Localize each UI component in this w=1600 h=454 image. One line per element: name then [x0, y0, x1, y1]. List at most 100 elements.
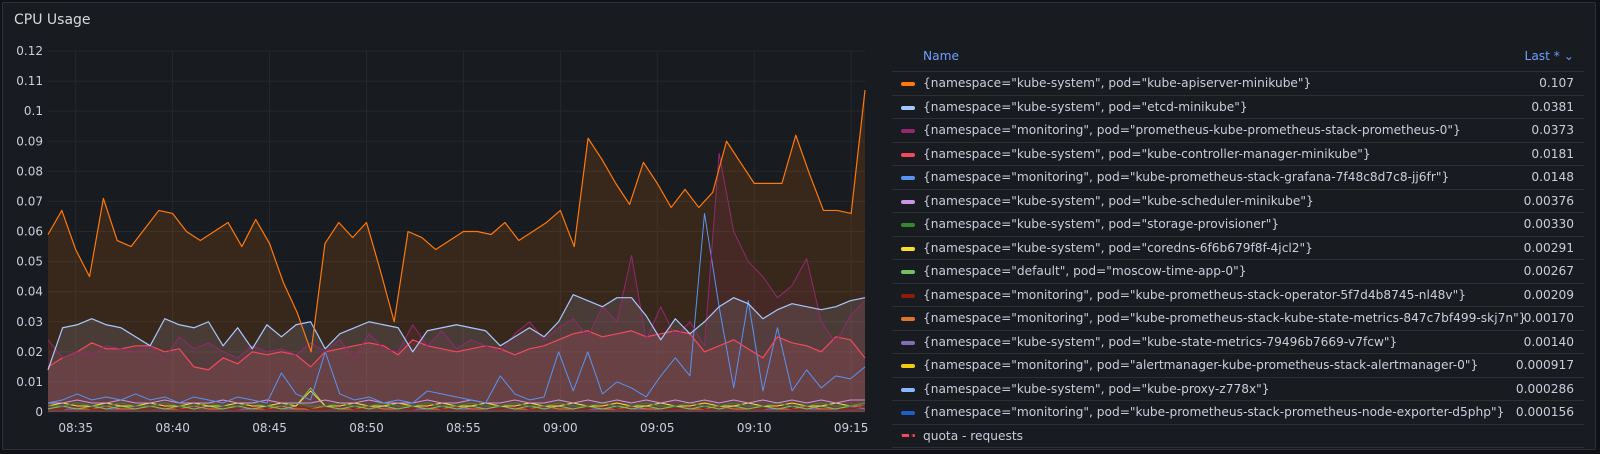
y-tick-label: 0.03	[16, 315, 43, 329]
legend-row[interactable]: quota - requests	[892, 425, 1584, 448]
legend-color-swatch	[901, 152, 915, 157]
legend-series-name[interactable]: {namespace="monitoring", pod="prometheus…	[923, 123, 1461, 137]
legend-series-last-value: 0.00209	[1523, 287, 1574, 302]
legend-color-swatch	[901, 82, 915, 86]
legend-series-name[interactable]: {namespace="kube-system", pod="kube-stat…	[923, 334, 1398, 349]
legend-series-last-value: 0.000286	[1515, 381, 1574, 396]
legend-series-last-value: 0.00170	[1523, 311, 1574, 325]
legend-color-swatch	[901, 433, 915, 437]
legend-series-name[interactable]: {namespace="monitoring", pod="kube-prome…	[923, 170, 1450, 184]
legend-color-swatch	[901, 340, 915, 345]
legend-series-last-value: 0.0381	[1531, 99, 1574, 114]
legend-series-last-value: 0.00291	[1523, 240, 1574, 255]
legend-row[interactable]: {namespace="monitoring", pod="kube-prome…	[892, 166, 1584, 190]
legend-row[interactable]: {namespace="kube-system", pod="etcd-mini…	[892, 96, 1584, 119]
x-tick-label: 09:05	[640, 421, 675, 435]
legend-series-name[interactable]: {namespace="default", pod="moscow-time-a…	[923, 264, 1247, 278]
legend-color-swatch	[901, 270, 915, 274]
panel-title[interactable]: CPU Usage	[14, 12, 91, 28]
legend-row[interactable]: {namespace="monitoring", pod="prometheus…	[892, 119, 1584, 143]
legend-series-name[interactable]: {namespace="kube-system", pod="kube-sche…	[923, 193, 1314, 208]
legend-color-swatch	[901, 105, 915, 110]
legend-row[interactable]: {namespace="kube-system", pod="storage-p…	[892, 213, 1584, 237]
legend-name-header[interactable]: Name	[923, 49, 959, 63]
legend-series-name[interactable]: quota - requests	[923, 428, 1023, 443]
legend-color-swatch	[901, 199, 915, 204]
legend-series-name[interactable]: {namespace="kube-system", pod="kube-prox…	[923, 381, 1270, 396]
legend-row[interactable]: {namespace="kube-system", pod="kube-stat…	[892, 331, 1584, 354]
legend-color-swatch	[901, 364, 915, 368]
legend-series-name[interactable]: {namespace="kube-system", pod="kube-apis…	[923, 76, 1312, 90]
series-area	[48, 90, 865, 412]
y-tick-label: 0.04	[16, 285, 43, 299]
legend-row[interactable]: {namespace="default", pod="moscow-time-a…	[892, 260, 1584, 284]
chart-fills	[48, 90, 865, 413]
chart-legend: Name Last * ⌄ {namespace="kube-system", …	[892, 43, 1584, 448]
legend-series-name[interactable]: {namespace="kube-system", pod="storage-p…	[923, 217, 1280, 231]
y-tick-label: 0.1	[24, 104, 43, 118]
legend-row[interactable]: {namespace="kube-system", pod="kube-sche…	[892, 190, 1584, 213]
series-area	[48, 330, 865, 412]
legend-series-last-value: 0.0373	[1531, 123, 1574, 137]
legend-row[interactable]: {namespace="monitoring", pod="kube-prome…	[892, 401, 1584, 425]
x-tick-label: 09:00	[543, 421, 578, 435]
legend-series-name[interactable]: {namespace="monitoring", pod="kube-prome…	[923, 405, 1505, 419]
legend-color-swatch	[901, 223, 915, 227]
legend-color-swatch	[901, 129, 915, 133]
y-tick-label: 0.07	[16, 194, 43, 208]
legend-last-header[interactable]: Last * ⌄	[1524, 49, 1574, 63]
legend-row[interactable]: {namespace="kube-system", pod="coredns-6…	[892, 237, 1584, 260]
series-line[interactable]	[48, 402, 866, 407]
legend-series-name[interactable]: {namespace="kube-system", pod="kube-cont…	[923, 146, 1371, 161]
x-tick-label: 08:50	[349, 421, 384, 435]
legend-series-name[interactable]: {namespace="kube-system", pod="etcd-mini…	[923, 99, 1248, 114]
y-axis-ticks: 0 0.01 0.02 0.03 0.04 0.05 0.06 0.07 0.08 0.09 0.1…	[16, 44, 43, 419]
legend-series-name[interactable]: {namespace="monitoring", pod="kube-prome…	[923, 287, 1466, 302]
legend-color-swatch	[901, 411, 915, 415]
legend-header: Name Last * ⌄	[892, 43, 1584, 72]
legend-row[interactable]: {namespace="kube-system", pod="kube-prox…	[892, 378, 1584, 401]
y-tick-label: 0.06	[16, 225, 43, 239]
legend-series-name[interactable]: {namespace="monitoring", pod="kube-prome…	[923, 311, 1527, 325]
legend-color-swatch	[901, 317, 915, 321]
legend-row[interactable]: {namespace="kube-system", pod="kube-cont…	[892, 143, 1584, 166]
cpu-usage-chart[interactable]: 0 0.01 0.02 0.03 0.04 0.05 0.06 0.07 0.08 0.09 0.1…	[3, 3, 883, 449]
legend-rows: {namespace="kube-system", pod="kube-apis…	[892, 72, 1584, 448]
legend-series-last-value: 0.000156	[1515, 405, 1574, 419]
series-line[interactable]	[47, 294, 866, 371]
y-tick-label: 0.12	[16, 44, 43, 58]
legend-color-swatch	[901, 293, 915, 298]
y-tick-label: 0	[35, 405, 43, 419]
y-tick-label: 0.08	[16, 164, 43, 178]
series-area	[48, 153, 865, 413]
series-line[interactable]	[47, 90, 866, 353]
legend-series-last-value: 0.00267	[1523, 264, 1574, 278]
chart-grid	[48, 50, 865, 413]
legend-row[interactable]: {namespace="kube-system", pod="kube-apis…	[892, 72, 1584, 96]
series-line[interactable]	[47, 212, 866, 404]
x-tick-label: 08:40	[155, 421, 190, 435]
x-tick-label: 08:55	[446, 421, 481, 435]
legend-series-name[interactable]: {namespace="monitoring", pod="alertmanag…	[923, 358, 1479, 372]
x-axis-ticks: 08:35 08:40 08:45 08:50 08:55 09:00 09:05 09:10…	[58, 421, 868, 435]
legend-row[interactable]: {namespace="monitoring", pod="kube-prome…	[892, 307, 1584, 331]
y-tick-label: 0.09	[16, 134, 43, 148]
x-tick-label: 08:45	[252, 421, 287, 435]
legend-color-swatch	[901, 387, 915, 392]
y-tick-label: 0.05	[16, 255, 43, 269]
legend-series-name[interactable]: {namespace="kube-system", pod="coredns-6…	[923, 240, 1313, 255]
series-line[interactable]	[48, 399, 865, 404]
y-tick-label: 0.11	[16, 74, 43, 88]
y-tick-label: 0.02	[16, 345, 43, 359]
legend-row[interactable]: {namespace="monitoring", pod="alertmanag…	[892, 354, 1584, 378]
series-line[interactable]	[47, 387, 866, 410]
legend-row[interactable]: {namespace="monitoring", pod="kube-prome…	[892, 284, 1584, 307]
legend-series-last-value: 0.000917	[1515, 358, 1574, 372]
legend-series-last-value: 0.00376	[1523, 193, 1574, 208]
legend-series-last-value: 0.00140	[1523, 334, 1574, 349]
x-tick-label: 09:10	[737, 421, 772, 435]
series-line[interactable]	[47, 330, 866, 371]
chart-lines	[47, 90, 866, 410]
series-line[interactable]	[47, 152, 866, 359]
